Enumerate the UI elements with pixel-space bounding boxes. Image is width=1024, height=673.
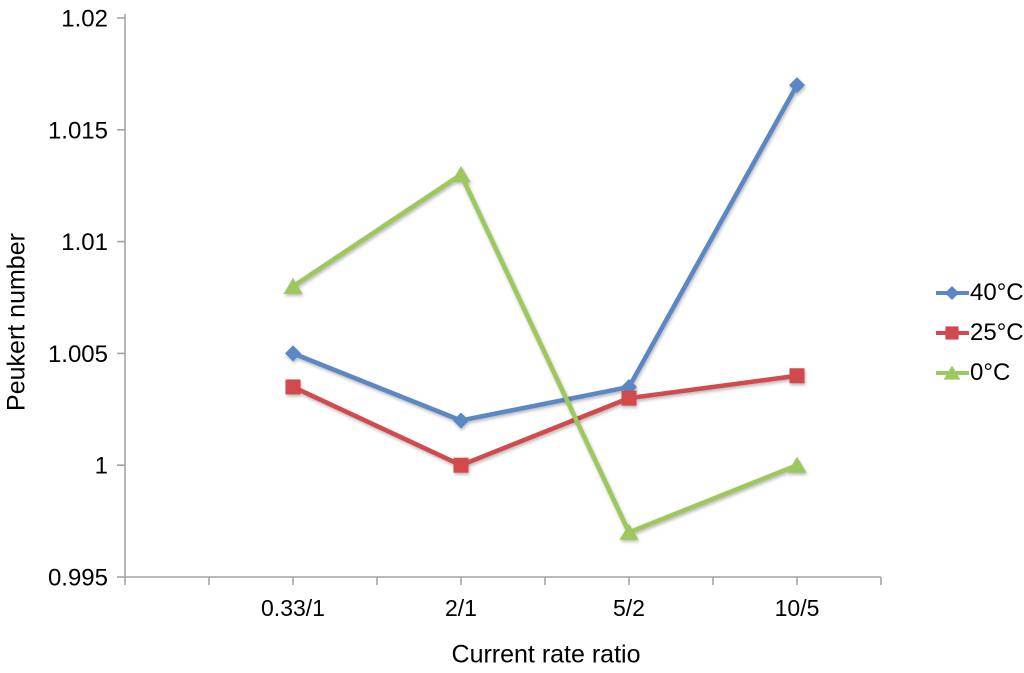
diamond-icon (936, 285, 969, 301)
series-line (290, 373, 800, 468)
x-axis-tick-label: 0.33/1 (261, 595, 325, 621)
triangle-marker (451, 166, 471, 183)
diamond-marker (944, 285, 960, 301)
square-marker (453, 457, 469, 473)
triangle-marker (283, 277, 303, 294)
x-axis-tick-label: 5/2 (613, 595, 645, 621)
diamond-marker (285, 345, 301, 362)
square-marker (945, 326, 959, 340)
square-marker (789, 368, 805, 384)
legend-item-0c: 0°C (936, 359, 1024, 387)
x-axis-tick-label: 2/1 (445, 595, 477, 621)
x-axis-tick-label: 10/5 (775, 595, 820, 621)
y-axis-tick-label: 1.01 (61, 229, 108, 256)
square-marker (621, 390, 637, 406)
triangle-icon (936, 365, 969, 380)
square-marker (285, 379, 301, 395)
y-axis-tick-label: 0.995 (48, 565, 108, 592)
series-line (290, 172, 800, 535)
legend-label: 40°C (970, 279, 1024, 306)
series-25c (285, 368, 805, 473)
legend-item-40c: 40°C (936, 279, 1024, 307)
square-icon (936, 326, 969, 340)
series-0c (283, 166, 807, 540)
diamond-marker (453, 412, 469, 429)
diamond-marker (789, 77, 805, 94)
y-axis-tick-label: 1 (95, 453, 108, 480)
legend-item-25c: 25°C (936, 319, 1024, 347)
y-axis-tick-label: 1.005 (48, 341, 108, 368)
triangle-marker (943, 365, 961, 380)
y-axis-tick-label: 1.015 (48, 117, 108, 144)
legend: 40°C 25°C 0°C (936, 279, 1024, 387)
legend-label: 25°C (970, 319, 1024, 346)
y-axis-tick-label: 1.02 (61, 6, 108, 33)
triangle-marker (619, 523, 639, 540)
legend-label: 0°C (970, 359, 1011, 386)
x-axis-title: Current rate ratio (451, 640, 641, 669)
series-line (290, 82, 800, 423)
triangle-marker (787, 456, 807, 473)
y-axis-title: Peukert number (2, 233, 31, 411)
series-40c (285, 77, 805, 429)
